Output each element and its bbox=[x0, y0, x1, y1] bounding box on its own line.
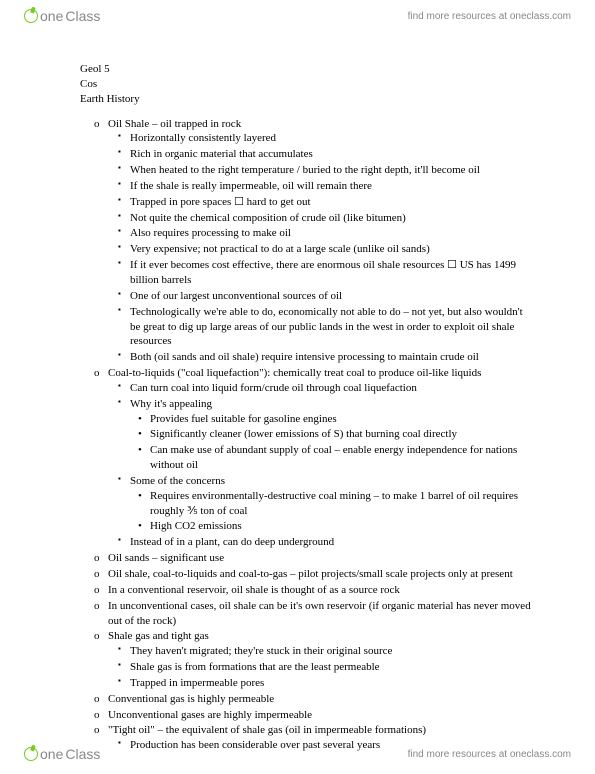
list-item-text: Requires environmentally-destructive coa… bbox=[150, 490, 518, 517]
list-item: Not quite the chemical composition of cr… bbox=[130, 211, 535, 226]
list-level-3: Provides fuel suitable for gasoline engi… bbox=[130, 412, 535, 473]
list-level-3: Requires environmentally-destructive coa… bbox=[130, 489, 535, 535]
list-item-text: High CO2 emissions bbox=[150, 520, 242, 532]
list-item: If the shale is really impermeable, oil … bbox=[130, 179, 535, 194]
list-item-text: Conventional gas is highly permeable bbox=[108, 693, 274, 705]
list-item: Can make use of abundant supply of coal … bbox=[150, 443, 535, 473]
list-item: In a conventional reservoir, oil shale i… bbox=[108, 583, 535, 598]
list-item: Oil Shale – oil trapped in rockHorizonta… bbox=[108, 117, 535, 366]
list-item-text: Coal-to-liquids ("coal liquefaction"): c… bbox=[108, 367, 481, 379]
list-item-text: One of our largest unconventional source… bbox=[130, 290, 342, 302]
list-item-text: They haven't migrated; they're stuck in … bbox=[130, 645, 392, 657]
list-item-text: Can make use of abundant supply of coal … bbox=[150, 444, 517, 471]
list-item-text: Both (oil sands and oil shale) require i… bbox=[130, 351, 479, 363]
list-item: Unconventional gases are highly impermea… bbox=[108, 708, 535, 723]
title-block: Geol 5 Cos Earth History bbox=[80, 62, 535, 107]
list-item-text: When heated to the right temperature / b… bbox=[130, 164, 480, 176]
list-item-text: Technologically we're able to do, econom… bbox=[130, 306, 523, 348]
document-content: Geol 5 Cos Earth History Oil Shale – oil… bbox=[0, 32, 595, 774]
list-item-text: Oil shale, coal-to-liquids and coal-to-g… bbox=[108, 568, 513, 580]
list-item: Provides fuel suitable for gasoline engi… bbox=[150, 412, 535, 427]
list-item-text: Oil Shale – oil trapped in rock bbox=[108, 118, 241, 130]
list-item-text: Rich in organic material that accumulate… bbox=[130, 148, 313, 160]
header-link: find more resources at oneclass.com bbox=[408, 11, 571, 22]
list-item: Requires environmentally-destructive coa… bbox=[150, 489, 535, 519]
title-line-3: Earth History bbox=[80, 92, 535, 107]
list-level-2: Can turn coal into liquid form/crude oil… bbox=[108, 381, 535, 550]
list-item-text: Very expensive; not practical to do at a… bbox=[130, 243, 430, 255]
list-level-2: They haven't migrated; they're stuck in … bbox=[108, 644, 535, 691]
list-item-text: Trapped in pore spaces ☐ hard to get out bbox=[130, 196, 311, 208]
list-item-text: If the shale is really impermeable, oil … bbox=[130, 180, 372, 192]
list-item-text: In a conventional reservoir, oil shale i… bbox=[108, 584, 400, 596]
list-item-text: In unconventional cases, oil shale can b… bbox=[108, 600, 531, 627]
list-item: Significantly cleaner (lower emissions o… bbox=[150, 427, 535, 442]
logo: oneClass bbox=[24, 8, 100, 24]
list-item: Horizontally consistently layered bbox=[130, 131, 535, 146]
list-item: Trapped in impermeable pores bbox=[130, 676, 535, 691]
list-item: Can turn coal into liquid form/crude oil… bbox=[130, 381, 535, 396]
list-item-text: Shale gas and tight gas bbox=[108, 630, 209, 642]
list-item: They haven't migrated; they're stuck in … bbox=[130, 644, 535, 659]
logo-icon bbox=[24, 747, 38, 761]
list-item: One of our largest unconventional source… bbox=[130, 289, 535, 304]
list-item-text: Not quite the chemical composition of cr… bbox=[130, 212, 406, 224]
page-header: oneClass find more resources at oneclass… bbox=[0, 0, 595, 32]
list-item: Rich in organic material that accumulate… bbox=[130, 147, 535, 162]
footer-logo: oneClass bbox=[24, 746, 100, 762]
list-item-text: Provides fuel suitable for gasoline engi… bbox=[150, 413, 337, 425]
list-item-text: Trapped in impermeable pores bbox=[130, 677, 264, 689]
list-item-text: Oil sands – significant use bbox=[108, 552, 224, 564]
list-item: Oil sands – significant use bbox=[108, 551, 535, 566]
list-item-text: "Tight oil" – the equivalent of shale ga… bbox=[108, 724, 426, 736]
footer-logo-text-class: Class bbox=[65, 746, 100, 762]
notes-list: Oil Shale – oil trapped in rockHorizonta… bbox=[80, 117, 535, 754]
list-item: Both (oil sands and oil shale) require i… bbox=[130, 350, 535, 365]
footer-link: find more resources at oneclass.com bbox=[408, 749, 571, 760]
list-item: Instead of in a plant, can do deep under… bbox=[130, 535, 535, 550]
list-item: Coal-to-liquids ("coal liquefaction"): c… bbox=[108, 366, 535, 550]
title-line-2: Cos bbox=[80, 77, 535, 92]
list-item-text: Why it's appealing bbox=[130, 398, 212, 410]
list-item: Trapped in pore spaces ☐ hard to get out bbox=[130, 195, 535, 210]
list-level-2: Horizontally consistently layered Rich in… bbox=[108, 131, 535, 365]
list-item: Very expensive; not practical to do at a… bbox=[130, 242, 535, 257]
list-item: Oil shale, coal-to-liquids and coal-to-g… bbox=[108, 567, 535, 582]
list-item: Technologically we're able to do, econom… bbox=[130, 305, 535, 350]
list-item-text: Horizontally consistently layered bbox=[130, 132, 276, 144]
list-item-text: Can turn coal into liquid form/crude oil… bbox=[130, 382, 417, 394]
list-item: Also requires processing to make oil bbox=[130, 226, 535, 241]
list-item: Shale gas is from formations that are th… bbox=[130, 660, 535, 675]
list-item-text: Significantly cleaner (lower emissions o… bbox=[150, 428, 457, 440]
list-item: Some of the concerns Requires environment… bbox=[130, 474, 535, 534]
title-line-1: Geol 5 bbox=[80, 62, 535, 77]
logo-icon bbox=[24, 9, 38, 23]
list-item: If it ever becomes cost effective, there… bbox=[130, 258, 535, 288]
logo-text-class: Class bbox=[65, 8, 100, 24]
list-item: Shale gas and tight gas They haven't migr… bbox=[108, 629, 535, 690]
list-item-text: Some of the concerns bbox=[130, 475, 225, 487]
page-footer: oneClass find more resources at oneclass… bbox=[0, 738, 595, 770]
list-item: Why it's appealing Provides fuel suitable… bbox=[130, 397, 535, 473]
list-item: Conventional gas is highly permeable bbox=[108, 692, 535, 707]
list-item-text: Unconventional gases are highly impermea… bbox=[108, 709, 312, 721]
logo-text-one: one bbox=[40, 8, 63, 24]
footer-logo-text-one: one bbox=[40, 746, 63, 762]
list-item-text: Shale gas is from formations that are th… bbox=[130, 661, 380, 673]
list-item-text: If it ever becomes cost effective, there… bbox=[130, 259, 516, 286]
list-item: High CO2 emissions bbox=[150, 519, 535, 534]
list-item: When heated to the right temperature / b… bbox=[130, 163, 535, 178]
list-item-text: Instead of in a plant, can do deep under… bbox=[130, 536, 334, 548]
list-item-text: Also requires processing to make oil bbox=[130, 227, 291, 239]
list-item: In unconventional cases, oil shale can b… bbox=[108, 599, 535, 629]
